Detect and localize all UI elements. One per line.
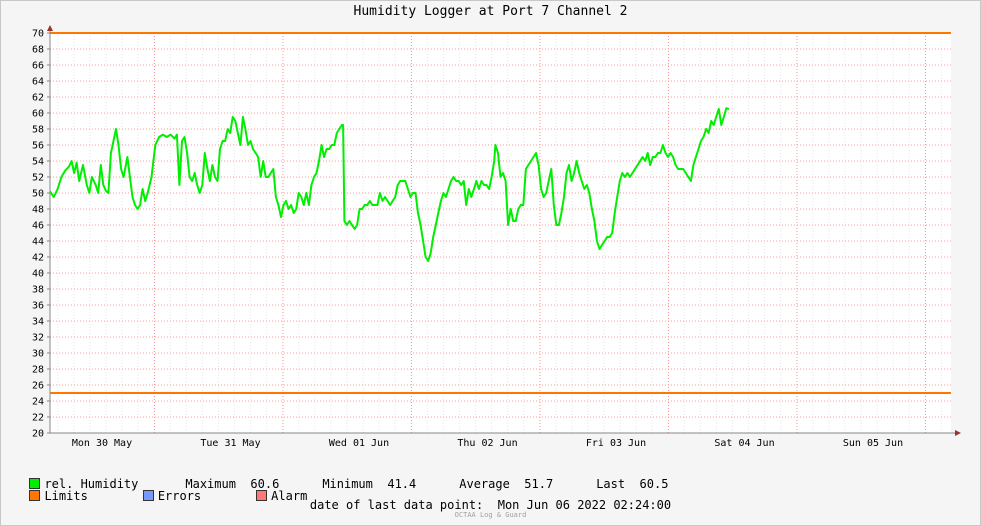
y-tick-label: 50 [32,189,44,200]
stat-minimum: Minimum 41.4 [322,477,416,491]
y-tick-label: 26 [32,381,44,392]
y-tick-label: 44 [32,237,44,248]
legend-item-humidity: rel. Humidity [29,477,138,491]
stat-last-label: Last [596,477,626,491]
x-axis-arrow [955,430,961,436]
y-tick-label: 24 [32,397,44,408]
legend-label-alarm: Alarm [271,489,308,503]
y-tick-label: 54 [32,157,44,168]
y-tick-label: 22 [32,413,44,424]
plot-area [50,33,951,433]
legend-row-1: rel. Humidity Maximum 60.6 Minimum 41.4 Ave… [15,463,668,491]
legend-swatch-limits [29,490,41,501]
y-tick-label: 52 [32,173,44,184]
series-line-humidity [49,107,730,262]
y-axis-arrow [47,25,53,31]
y-tick-label: 36 [32,301,44,312]
x-tick-label: Fri 03 Jun [586,438,646,449]
legend-swatch-alarm [256,490,268,501]
y-tick-label: 42 [32,253,44,264]
legend-swatch-humidity [29,478,41,489]
y-tick-label: 30 [32,349,44,360]
legend-item-errors: Errors [142,489,202,503]
y-tick-label: 28 [32,365,44,376]
y-tick-label: 46 [32,221,44,232]
stat-maximum-label: Maximum [185,477,236,491]
y-tick-label: 68 [32,45,44,56]
y-tick-label: 48 [32,205,44,216]
legend-label-limits: Limits [44,489,88,503]
stat-last-value: 60.5 [639,477,669,491]
x-tick-label: Thu 02 Jun [457,438,517,449]
last-data-point: date of last data point: Mon Jun 06 2022… [0,498,981,512]
y-tick-label: 62 [32,93,44,104]
legend-item-limits: Limits [29,489,88,503]
y-tick-label: 38 [32,285,44,296]
y-tick-label: 20 [32,429,44,440]
legend-row-2: Limits Errors Alarm [15,475,307,503]
y-tick-label: 70 [32,29,44,40]
stat-minimum-value: 41.4 [387,477,417,491]
stat-average: Average 51.7 [459,477,553,491]
legend-label-humidity: rel. Humidity [44,477,139,491]
y-tick-label: 60 [32,109,44,120]
x-tick-label: Tue 31 May [200,438,260,449]
x-tick-label: Sat 04 Jun [714,438,774,449]
stat-last: Last 60.5 [596,477,668,491]
x-tick-label: Mon 30 May [72,438,132,449]
legend-swatch-errors [142,490,154,501]
stat-average-value: 51.7 [524,477,554,491]
stat-minimum-label: Minimum [322,477,373,491]
y-tick-label: 64 [32,77,44,88]
last-data-point-label: date of last data point: [309,498,484,512]
credit-text: OCTAA Log & Guard [454,511,527,519]
y-tick-label: 40 [32,269,44,280]
y-tick-label: 34 [32,317,44,328]
stat-average-label: Average [459,477,510,491]
stat-maximum-value: 60.6 [250,477,280,491]
y-tick-label: 56 [32,141,44,152]
stat-maximum: Maximum 60.6 [185,477,279,491]
x-tick-label: Sun 05 Jun [843,438,903,449]
y-tick-label: 32 [32,333,44,344]
x-tick-label: Wed 01 Jun [329,438,389,449]
y-tick-label: 58 [32,125,44,136]
chart-title: Humidity Logger at Port 7 Channel 2 [353,4,628,19]
last-data-point-value: Mon Jun 06 2022 02:24:00 [497,498,672,512]
legend-item-alarm: Alarm [256,489,307,503]
y-tick-label: 66 [32,61,44,72]
legend-label-errors: Errors [157,489,202,503]
